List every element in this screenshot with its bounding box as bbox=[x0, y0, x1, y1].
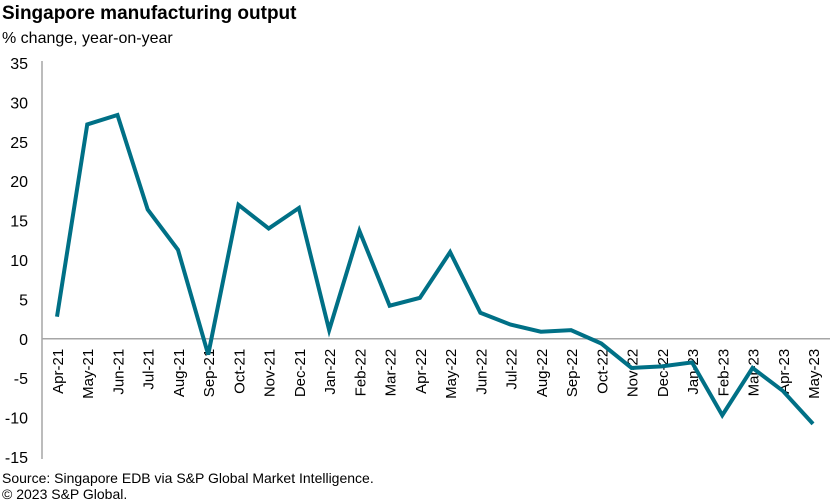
x-tick-label: Sep-22 bbox=[564, 349, 581, 397]
source-note: Source: Singapore EDB via S&P Global Mar… bbox=[2, 470, 374, 486]
series-line bbox=[55, 112, 815, 426]
x-tick-label: Nov-21 bbox=[262, 349, 279, 397]
x-tick-label: Aug-21 bbox=[171, 349, 188, 397]
x-tick-label: May-21 bbox=[80, 349, 97, 399]
x-tick-label: Mar-22 bbox=[383, 349, 400, 397]
y-tick-label: 0 bbox=[19, 332, 28, 349]
chart-title: Singapore manufacturing output bbox=[2, 3, 297, 24]
chart-subtitle: % change, year-on-year bbox=[2, 30, 173, 47]
x-tick-label: Jun-22 bbox=[473, 349, 490, 395]
x-tick-label: Aug-22 bbox=[534, 349, 551, 397]
x-tick-label: Jul-22 bbox=[504, 349, 521, 390]
x-tick-label: Feb-23 bbox=[715, 349, 732, 397]
x-tick-label: Oct-22 bbox=[594, 349, 611, 394]
x-tick-label: Dec-22 bbox=[655, 349, 672, 397]
x-tick-label: Apr-23 bbox=[776, 349, 793, 394]
y-tick-label: 15 bbox=[10, 214, 28, 231]
y-tick-label: -15 bbox=[5, 450, 28, 467]
x-tick-label: Jun-21 bbox=[110, 349, 127, 395]
x-tick-label: Apr-21 bbox=[50, 349, 67, 394]
x-tick-label: Jan-23 bbox=[685, 349, 702, 395]
y-tick-label: 10 bbox=[10, 253, 28, 270]
y-tick-label: 5 bbox=[19, 292, 28, 309]
x-tick-label: Sep-21 bbox=[201, 349, 218, 397]
copyright-note: © 2023 S&P Global. bbox=[2, 486, 128, 502]
x-tick-label: Oct-21 bbox=[231, 349, 248, 394]
x-tick-label: Mar-23 bbox=[746, 349, 763, 397]
x-tick-label: Jul-21 bbox=[141, 349, 158, 390]
x-tick-label: Feb-22 bbox=[352, 349, 369, 397]
x-tick-label: May-23 bbox=[806, 349, 823, 399]
y-tick-label: 30 bbox=[10, 95, 28, 112]
y-tick-label: 35 bbox=[10, 56, 28, 73]
x-tick-label: Dec-21 bbox=[292, 349, 309, 397]
y-tick-label: -10 bbox=[5, 411, 28, 428]
x-tick-label: Jan-22 bbox=[322, 349, 339, 395]
x-tick-label: Apr-22 bbox=[413, 349, 430, 394]
x-tick-label: Nov-22 bbox=[625, 349, 642, 397]
y-tick-label: 25 bbox=[10, 135, 28, 152]
y-tick-label: -5 bbox=[14, 371, 28, 388]
y-tick-label: 20 bbox=[10, 174, 28, 191]
x-tick-label: May-22 bbox=[443, 349, 460, 399]
